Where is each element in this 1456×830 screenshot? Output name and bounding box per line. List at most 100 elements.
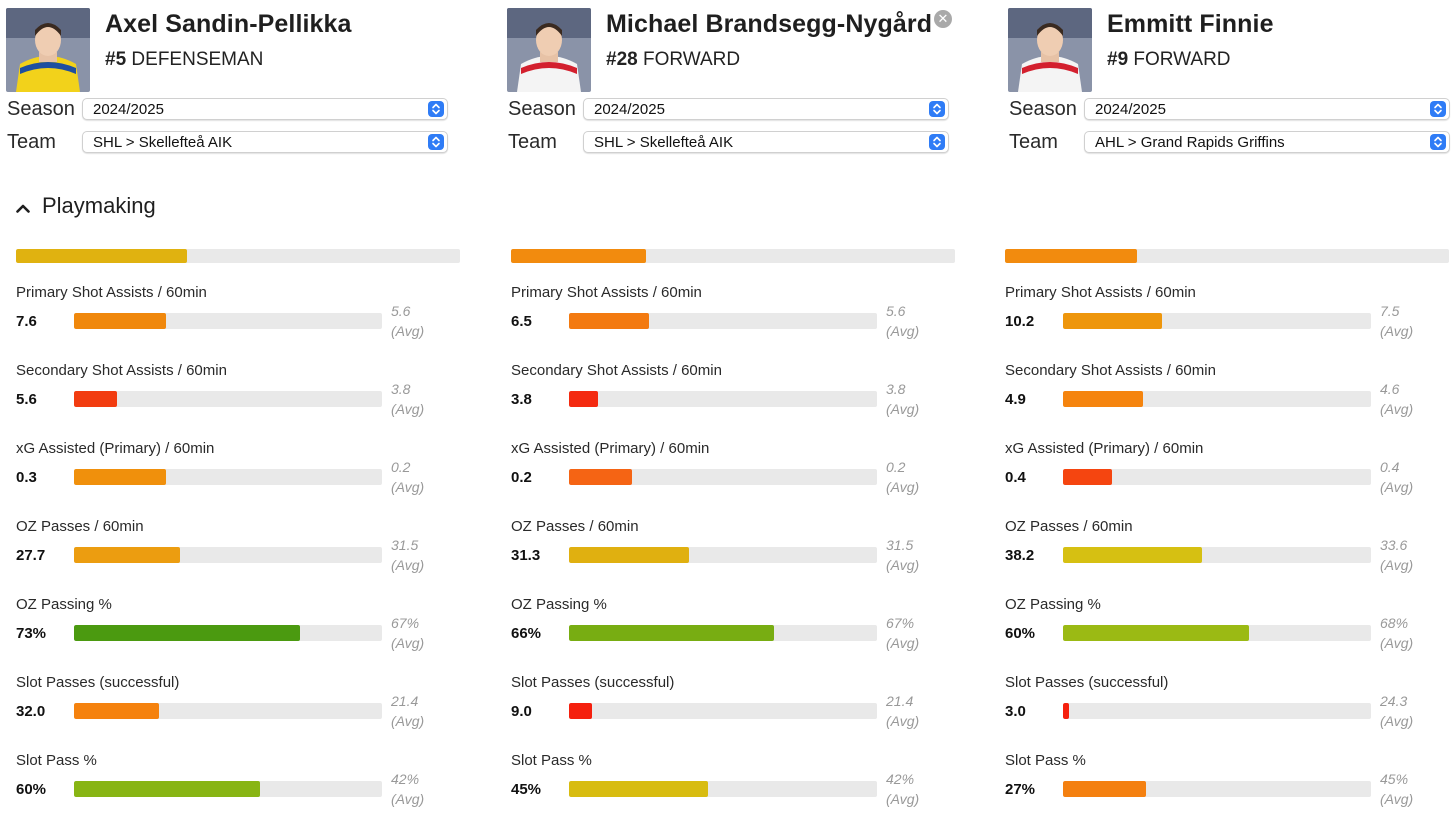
select-updown-icon [1430,101,1446,117]
metric-average-value: 5.6 [391,303,411,319]
metric-value: 7.6 [16,313,37,330]
metric-average-suffix: (Avg) [391,557,425,573]
metric-bar-fill [569,625,774,641]
metric-average-suffix: (Avg) [1380,713,1414,729]
metric-row: Slot Passes (successful) 3.0 24.3 (Avg) [1005,674,1449,752]
metric-average-value: 7.5 [1380,303,1400,319]
metric-bar [1063,781,1371,797]
metric-average-value: 0.4 [1380,459,1400,475]
metric-average: 21.4 (Avg) [391,691,424,731]
metric-bar [1063,313,1371,329]
metric-bar-fill [1063,391,1144,407]
metric-average-value: 0.2 [886,459,906,475]
metric-row: xG Assisted (Primary) / 60min 0.3 0.2 (Avg) [16,440,460,518]
season-select[interactable]: 2024/2025 [1084,98,1450,120]
metric-bar [74,781,382,797]
metric-average: 42% (Avg) [391,769,424,809]
metric-value: 0.3 [16,469,37,486]
metric-value: 32.0 [16,703,46,720]
metric-average-suffix: (Avg) [1380,557,1414,573]
metric-average: 67% (Avg) [886,613,919,653]
metric-value: 0.4 [1005,469,1026,486]
team-select[interactable]: SHL > Skellefteå AIK [82,131,448,153]
team-label: Team [508,131,557,153]
team-select-value: AHL > Grand Rapids Griffins [1095,134,1285,151]
season-select[interactable]: 2024/2025 [82,98,448,120]
metric-label: Primary Shot Assists / 60min [511,284,702,301]
metric-bar-fill [1063,625,1250,641]
metric-label: xG Assisted (Primary) / 60min [1005,440,1204,457]
metric-average: 42% (Avg) [886,769,919,809]
metric-label: OZ Passing % [16,596,112,613]
metric-row: OZ Passing % 66% 67% (Avg) [511,596,955,674]
metric-label: Slot Passes (successful) [16,674,180,691]
metric-average-suffix: (Avg) [391,323,425,339]
team-label: Team [1009,131,1058,153]
metric-average: 0.4 (Avg) [1380,457,1413,497]
player-name: Axel Sandin-Pellikka [105,10,352,38]
metric-bar-fill [569,391,599,407]
metric-label: OZ Passing % [1005,596,1101,613]
metric-row: xG Assisted (Primary) / 60min 0.2 0.2 (Avg) [511,440,955,518]
metric-average-suffix: (Avg) [1380,323,1414,339]
metric-average: 0.2 (Avg) [391,457,424,497]
section-playmaking-header[interactable]: Playmaking [16,193,156,219]
metric-bar [74,469,382,485]
metric-bar [569,313,877,329]
metric-row: OZ Passes / 60min 38.2 33.6 (Avg) [1005,518,1449,596]
metric-bar-fill [569,547,690,563]
team-select[interactable]: AHL > Grand Rapids Griffins [1084,131,1450,153]
metric-bar-fill [74,391,118,407]
close-circle-icon[interactable]: ✕ [934,10,952,28]
metric-row: OZ Passes / 60min 27.7 31.5 (Avg) [16,518,460,596]
metric-average: 3.8 (Avg) [391,379,424,419]
metric-row: Primary Shot Assists / 60min 6.5 5.6 (Avg) [511,284,955,362]
player-photo [507,8,591,92]
player-photo [6,8,90,92]
metric-value: 38.2 [1005,547,1035,564]
metric-label: Primary Shot Assists / 60min [1005,284,1196,301]
player-column: Axel Sandin-Pellikka #5 DEFENSEMAN Season 2… [6,0,460,827]
metric-average-suffix: (Avg) [391,401,425,417]
metric-label: Secondary Shot Assists / 60min [1005,362,1216,379]
metric-label: xG Assisted (Primary) / 60min [16,440,215,457]
metric-row: OZ Passes / 60min 31.3 31.5 (Avg) [511,518,955,596]
season-select[interactable]: 2024/2025 [583,98,949,120]
metric-average: 67% (Avg) [391,613,424,653]
metric-average: 7.5 (Avg) [1380,301,1413,341]
team-label: Team [7,131,56,153]
metric-bar-fill [569,781,708,797]
metric-average: 24.3 (Avg) [1380,691,1413,731]
metric-average-value: 42% [391,771,420,787]
metric-row: Slot Passes (successful) 9.0 21.4 (Avg) [511,674,955,752]
metric-label: Slot Pass % [511,752,592,769]
summary-bar-fill [16,249,187,263]
metric-value: 9.0 [511,703,532,720]
metric-average-suffix: (Avg) [886,323,920,339]
select-updown-icon [929,101,945,117]
metric-bar [569,625,877,641]
metric-value: 66% [511,625,542,642]
season-select-value: 2024/2025 [594,101,665,118]
metric-bar-fill [74,313,167,329]
metric-bar [74,703,382,719]
player-number: #9 [1107,49,1129,70]
metric-average-suffix: (Avg) [886,713,920,729]
metric-label: OZ Passing % [511,596,607,613]
metric-label: xG Assisted (Primary) / 60min [511,440,710,457]
metric-bar-fill [569,703,593,719]
metric-average-value: 3.8 [391,381,411,397]
season-select-value: 2024/2025 [1095,101,1166,118]
metric-bar-fill [74,781,261,797]
metric-bar-fill [1063,547,1202,563]
metric-label: Primary Shot Assists / 60min [16,284,207,301]
metric-row: Secondary Shot Assists / 60min 3.8 3.8 (Avg… [511,362,955,440]
metric-average-value: 42% [886,771,915,787]
metric-bar [569,469,877,485]
team-select[interactable]: SHL > Skellefteå AIK [583,131,949,153]
metric-average: 31.5 (Avg) [886,535,919,575]
metric-bar [1063,391,1371,407]
section-title: Playmaking [42,193,156,218]
metric-bar-fill [569,469,633,485]
player-number: #28 [606,49,638,70]
